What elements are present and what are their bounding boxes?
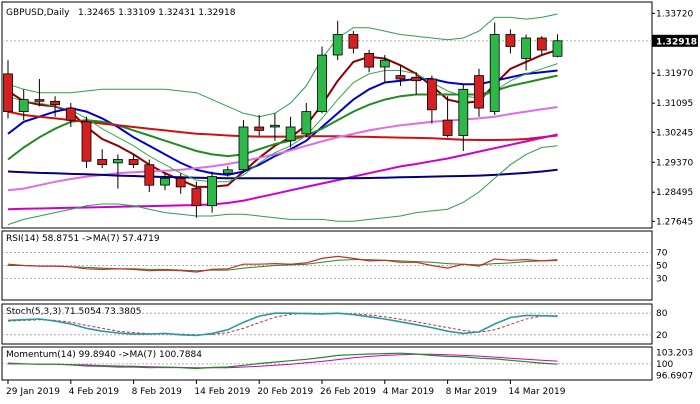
momentum-axis-label: 103.203	[656, 349, 693, 359]
bear-candle	[474, 75, 484, 109]
bull-candle	[379, 59, 390, 68]
stoch-axis-label: 20	[656, 331, 668, 341]
date-tick-label: 4 Mar 2019	[383, 387, 435, 397]
rsi-axis-label: 50	[656, 262, 668, 272]
bear-candle	[364, 53, 375, 68]
bear-candle	[442, 119, 453, 136]
rsi-panel[interactable]: RSI(14) 58.8751 ->MA(7) 57.4719 70 50 30	[1, 230, 668, 301]
current-price-tag: 1.32918	[652, 34, 698, 47]
stochastic-panel[interactable]: Stoch(5,3,3) 71.5054 73.3805 80 20	[1, 303, 668, 345]
bull-candle	[18, 99, 29, 112]
momentum-main-line	[7, 352, 558, 370]
momentum-axis-label: 96.6907	[656, 372, 693, 382]
bear-candle	[34, 99, 45, 102]
price-axis: 1.33720 1.31970 1.31095 1.30245 1.29370 1.284…	[652, 9, 693, 227]
bear-candle	[128, 159, 139, 165]
ma-violet-line	[7, 133, 558, 211]
ohlc-text: 1.32465 1.33109 1.32431 1.32918	[78, 8, 236, 18]
bear-candle	[505, 34, 516, 47]
symbol-label: GBPUSD,Daily	[6, 8, 70, 18]
momentum-signal-line	[8, 353, 558, 369]
rsi-axis-label: 70	[656, 249, 668, 259]
bull-candle	[207, 176, 218, 207]
bear-candle	[144, 164, 155, 186]
price-tick-label: 1.31095	[656, 99, 693, 109]
bear-candle	[175, 177, 186, 188]
date-tick-label: 14 Feb 2019	[194, 387, 250, 397]
date-axis: 29 Jan 2019 4 Feb 2019 8 Feb 2019 14 Feb 20…	[6, 380, 566, 397]
bull-candle	[332, 34, 343, 56]
date-tick-label: 8 Mar 2019	[446, 387, 498, 397]
momentum-label: Momentum(14) 99.8940 ->MA(7) 100.7884	[6, 350, 202, 360]
price-tick-label: 1.33720	[656, 9, 693, 19]
date-tick-label: 29 Jan 2019	[6, 387, 60, 397]
date-tick-label: 8 Feb 2019	[132, 387, 183, 397]
date-tick-label: 4 Feb 2019	[69, 387, 120, 397]
price-tick-label: 1.31970	[656, 69, 693, 79]
rsi-main-line	[7, 255, 558, 273]
bull-candle	[552, 40, 563, 57]
bear-candle	[411, 76, 422, 82]
bear-candle	[65, 107, 76, 121]
price-tick-label: 1.29370	[656, 158, 693, 168]
ma-red-line	[7, 110, 558, 141]
stochastic-panel-frame	[1, 303, 653, 345]
stochastic-label: Stoch(5,3,3) 71.5054 73.3805	[6, 307, 141, 317]
bull-candle	[222, 169, 233, 174]
price-panel-frame	[1, 1, 653, 229]
bear-candle	[191, 188, 202, 207]
price-tag-text: 1.32918	[656, 37, 697, 47]
price-tick-label: 1.30245	[656, 128, 693, 138]
bull-candle	[521, 37, 531, 59]
stoch-axis-label: 80	[656, 309, 668, 319]
bull-candle	[160, 177, 170, 186]
bull-candle	[301, 111, 312, 135]
bull-candle	[113, 159, 123, 164]
bear-candle	[50, 100, 60, 106]
momentum-panel[interactable]: Momentum(14) 99.8940 ->MA(7) 100.7884 10…	[1, 346, 693, 382]
bear-candle	[254, 126, 265, 131]
price-panel[interactable]: GBPUSD,Daily 1.32465 1.33109 1.32431 1.3…	[1, 1, 653, 229]
bear-candle	[348, 34, 359, 49]
bear-candle	[3, 73, 13, 113]
bull-candle	[489, 34, 500, 112]
rsi-label: RSI(14) 58.8751 ->MA(7) 57.4719	[6, 234, 160, 244]
bear-candle	[81, 121, 92, 162]
bear-candle	[97, 159, 108, 165]
bear-candle	[395, 75, 406, 80]
bollinger-line	[7, 13, 558, 118]
rsi-axis-label: 30	[656, 275, 668, 285]
momentum-axis-label: 100	[656, 360, 673, 370]
stoch-main-line	[7, 312, 558, 337]
bollinger-line	[7, 145, 558, 226]
bull-candle	[317, 54, 327, 112]
bear-candle	[536, 37, 547, 51]
ma-navy-line	[7, 168, 558, 180]
date-tick-label: 26 Feb 2019	[320, 387, 376, 397]
price-tick-label: 1.28495	[656, 188, 693, 198]
date-tick-label: 14 Mar 2019	[508, 387, 565, 397]
date-tick-label: 20 Feb 2019	[257, 387, 313, 397]
bear-candle	[426, 78, 437, 111]
price-tag-background	[652, 34, 698, 47]
bull-candle	[238, 126, 249, 171]
bull-candle	[269, 124, 280, 128]
bull-candle	[458, 88, 469, 136]
bull-candle	[285, 126, 296, 142]
price-tick-label: 1.27645	[656, 217, 693, 227]
candlesticks	[3, 20, 563, 218]
stoch-signal-line	[7, 312, 558, 336]
